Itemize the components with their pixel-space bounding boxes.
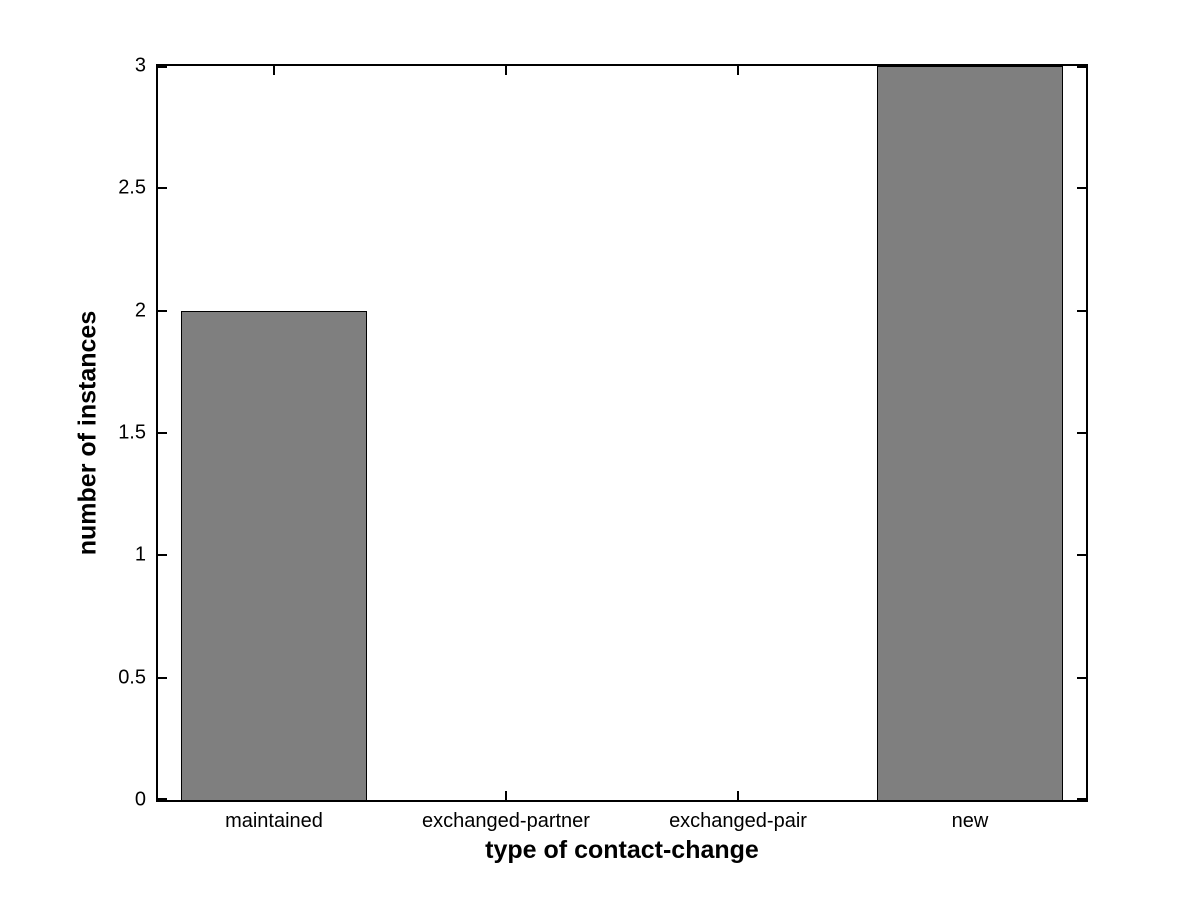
- y-tick-right: [1077, 187, 1086, 190]
- y-tick-label-0: 0: [134, 788, 146, 811]
- y-tick-label-3: 3: [134, 54, 146, 77]
- x-tick-top: [273, 66, 275, 75]
- y-tick-right: [1077, 309, 1086, 312]
- y-tick-right: [1077, 798, 1086, 800]
- y-tick-right: [1077, 66, 1086, 68]
- y-tick-label-2: 2: [134, 299, 146, 322]
- y-tick-right: [1077, 554, 1086, 557]
- y-tick-left: [158, 187, 167, 190]
- x-axis-label: type of contact-change: [485, 836, 759, 864]
- x-tick-label-exchanged-partner: exchanged-partner: [422, 810, 590, 832]
- y-tick-left: [158, 676, 167, 679]
- plot-inner: [158, 66, 1086, 800]
- x-tick-bottom: [505, 791, 507, 800]
- x-tick-label-new: new: [951, 810, 989, 832]
- y-tick-label-2.5: 2.5: [118, 176, 146, 199]
- y-tick-left: [158, 798, 167, 800]
- y-tick-left: [158, 66, 167, 68]
- x-tick-label-maintained: maintained: [225, 810, 323, 832]
- y-tick-label-1: 1: [134, 543, 146, 566]
- x-tick-label-exchanged-pair: exchanged-pair: [669, 810, 807, 832]
- y-tick-label-0.5: 0.5: [118, 666, 146, 689]
- y-tick-right: [1077, 432, 1086, 434]
- y-axis-label: number of instances: [73, 310, 102, 556]
- x-tick-top: [737, 66, 739, 75]
- x-tick-bottom: [737, 791, 739, 800]
- plot-area: [156, 64, 1088, 802]
- bar-maintained: [181, 310, 367, 800]
- y-tick-label-1.5: 1.5: [118, 421, 146, 444]
- bar-new: [877, 66, 1063, 800]
- y-tick-left: [158, 554, 167, 557]
- x-tick-top: [505, 66, 507, 75]
- y-tick-right: [1077, 676, 1086, 679]
- y-tick-left: [158, 309, 167, 312]
- y-tick-left: [158, 432, 167, 434]
